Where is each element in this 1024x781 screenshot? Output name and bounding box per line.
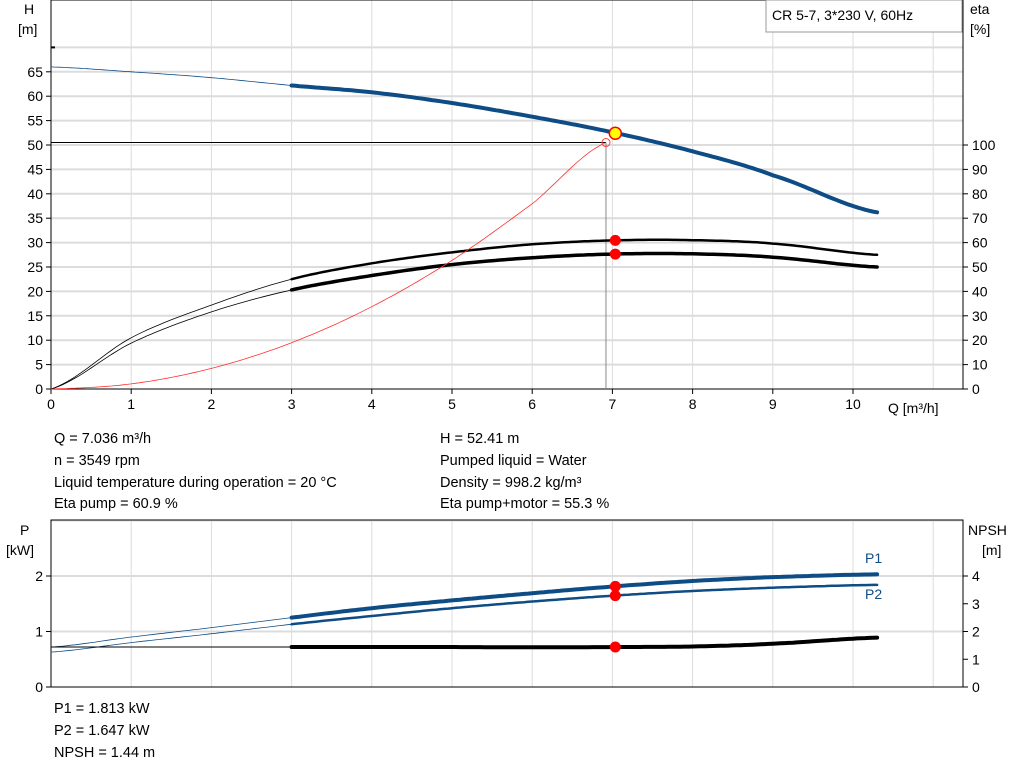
P1-curve-extrapolated (50, 617, 292, 648)
y2-tick-label: 50 (972, 259, 988, 275)
eta_pump-curve-extrapolated (50, 278, 292, 390)
y2-tick-label: 0 (972, 381, 980, 397)
npsh-unit-label: [m] (982, 542, 1001, 558)
info-q: Q = 7.036 m³/h (54, 431, 152, 447)
info-eta-pump-motor: Eta pump+motor = 55.3 % (440, 496, 610, 512)
eta-unit-label: [%] (970, 21, 990, 37)
p-unit-label: [kW] (6, 542, 34, 558)
y-tick-label: 45 (27, 161, 43, 177)
y2-tick-label: 1 (972, 651, 980, 667)
y-tick-label: 35 (27, 210, 43, 226)
duty-point-head (608, 126, 623, 140)
eta_pump_motor-curve (289, 251, 879, 292)
h-axis-label: H (24, 1, 34, 17)
y2-tick-label: 80 (972, 186, 988, 202)
x-tick-label: 7 (609, 396, 617, 412)
power-npsh-chart: 0 1 2 0 1 2 3 4 (35, 519, 980, 695)
y2-tick-label: 70 (972, 210, 988, 226)
y-tick-label: 10 (27, 332, 43, 348)
y2-tick-label: 30 (972, 308, 988, 324)
y2-tick-label: 4 (972, 568, 980, 584)
y-tick-label: 2 (35, 568, 43, 584)
x-tick-label: 2 (208, 396, 216, 412)
x-tick-label: 10 (845, 396, 861, 412)
y-tick-label: 60 (27, 88, 43, 104)
plot-border (50, 0, 964, 390)
y-tick-label: 0 (35, 381, 43, 397)
info-npsh: NPSH = 1.44 m (54, 745, 156, 761)
NPSH-curve (289, 635, 880, 650)
x-tick-label: 6 (528, 396, 536, 412)
p-axis-label: P (20, 522, 29, 538)
x-tick-label: 0 (47, 396, 55, 412)
y2-tick-label: 2 (972, 624, 980, 640)
info-density: Density = 998.2 kg/m³ (440, 475, 582, 491)
requested-point-marker (601, 138, 611, 148)
x-tick-label: 3 (288, 396, 296, 412)
y2-tick-label: 60 (972, 235, 988, 251)
x-tick-label: 4 (368, 396, 376, 412)
y2-tick-label: 10 (972, 357, 988, 373)
h-unit-label: [m] (18, 21, 37, 37)
info-liquid: Pumped liquid = Water (440, 453, 587, 469)
y-tick-label: 30 (27, 235, 43, 251)
duty-point-p1 (609, 580, 621, 592)
info-n: n = 3549 rpm (54, 453, 140, 469)
duty-point-p2 (609, 590, 621, 602)
info-p1: P1 = 1.813 kW (54, 701, 150, 717)
x-tick-label: 9 (769, 396, 777, 412)
y-tick-label: 25 (27, 259, 43, 275)
P1-curve (289, 572, 880, 620)
y-tick-label: 1 (35, 624, 43, 640)
x-tick-label: 8 (689, 396, 697, 412)
y2-tick-label: 20 (972, 332, 988, 348)
y2-tick-label: 0 (972, 679, 980, 695)
eta_pump_motor-curve-extrapolated (50, 289, 292, 390)
eta-axis-label: eta (970, 1, 990, 17)
y-tick-label: 20 (27, 283, 43, 299)
info-temp: Liquid temperature during operation = 20… (54, 475, 337, 491)
info-eta-pump: Eta pump = 60.9 % (54, 496, 178, 512)
legend-p2: P2 (865, 586, 882, 602)
H-curve (289, 83, 880, 215)
P2-curve (290, 583, 879, 626)
y-tick-label: 55 (27, 113, 43, 129)
title-box: CR 5-7, 3*230 V, 60Hz (765, 0, 963, 33)
info-p2: P2 = 1.647 kW (54, 723, 150, 739)
y-tick-label: 0 (35, 679, 43, 695)
duty-point-eta-pump-motor (609, 248, 621, 260)
y-tick-label: 40 (27, 186, 43, 202)
duty-point-npsh (609, 641, 621, 653)
system-curve (50, 142, 605, 390)
x-axis-label: Q [m³/h] (888, 400, 939, 416)
legend-p1: P1 (865, 550, 882, 566)
eta_pump-curve (290, 238, 879, 281)
y-tick-label: 15 (27, 308, 43, 324)
P2-curve-extrapolated (50, 623, 292, 653)
chart-title: CR 5-7, 3*230 V, 60Hz (772, 7, 913, 23)
y2-tick-label: 3 (972, 596, 980, 612)
y2-tick-label: 100 (972, 137, 996, 153)
H-curve-extrapolated (50, 66, 292, 86)
y-tick-label: 50 (27, 137, 43, 153)
head-efficiency-chart: 0510152025303540455055606501020304050607… (27, 0, 996, 412)
y2-tick-label: 90 (972, 161, 988, 177)
info-h: H = 52.41 m (440, 431, 520, 447)
duty-point-eta-pump (609, 234, 621, 246)
x-tick-label: 1 (127, 396, 135, 412)
npsh-axis-label: NPSH (968, 522, 1007, 538)
y-tick-label: 5 (35, 357, 43, 373)
x-tick-label: 5 (448, 396, 456, 412)
y2-tick-label: 40 (972, 283, 988, 299)
y-tick-label: 65 (27, 64, 43, 80)
